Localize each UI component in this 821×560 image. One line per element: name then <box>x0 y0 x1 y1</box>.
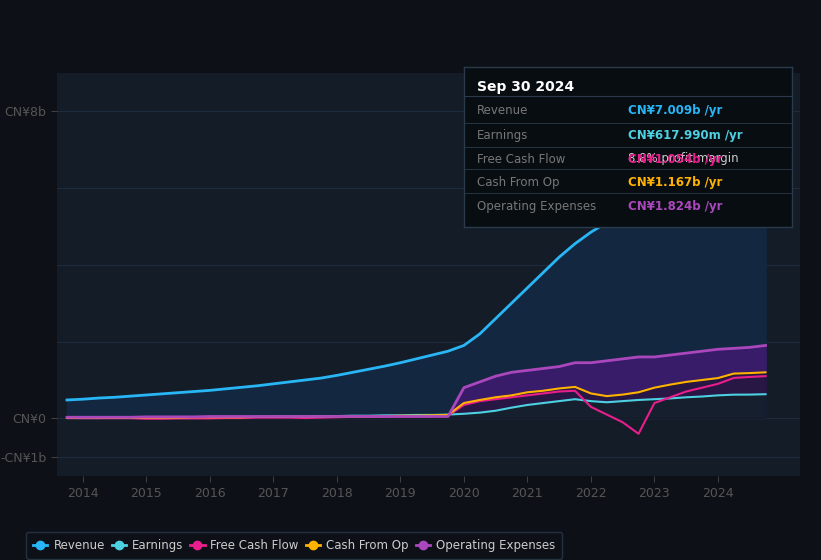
Text: Cash From Op: Cash From Op <box>477 176 559 189</box>
Text: CN¥617.990m /yr: CN¥617.990m /yr <box>628 129 743 142</box>
Text: Operating Expenses: Operating Expenses <box>477 199 596 213</box>
Legend: Revenue, Earnings, Free Cash Flow, Cash From Op, Operating Expenses: Revenue, Earnings, Free Cash Flow, Cash … <box>26 531 562 559</box>
Text: CN¥7.009b /yr: CN¥7.009b /yr <box>628 104 722 117</box>
Text: 8.8% profit margin: 8.8% profit margin <box>628 152 739 165</box>
Text: Sep 30 2024: Sep 30 2024 <box>477 80 574 94</box>
Text: Free Cash Flow: Free Cash Flow <box>477 153 566 166</box>
Text: Earnings: Earnings <box>477 129 529 142</box>
Text: Revenue: Revenue <box>477 104 529 117</box>
Text: CN¥1.054b /yr: CN¥1.054b /yr <box>628 153 722 166</box>
Text: CN¥1.824b /yr: CN¥1.824b /yr <box>628 199 722 213</box>
Text: CN¥1.167b /yr: CN¥1.167b /yr <box>628 176 722 189</box>
